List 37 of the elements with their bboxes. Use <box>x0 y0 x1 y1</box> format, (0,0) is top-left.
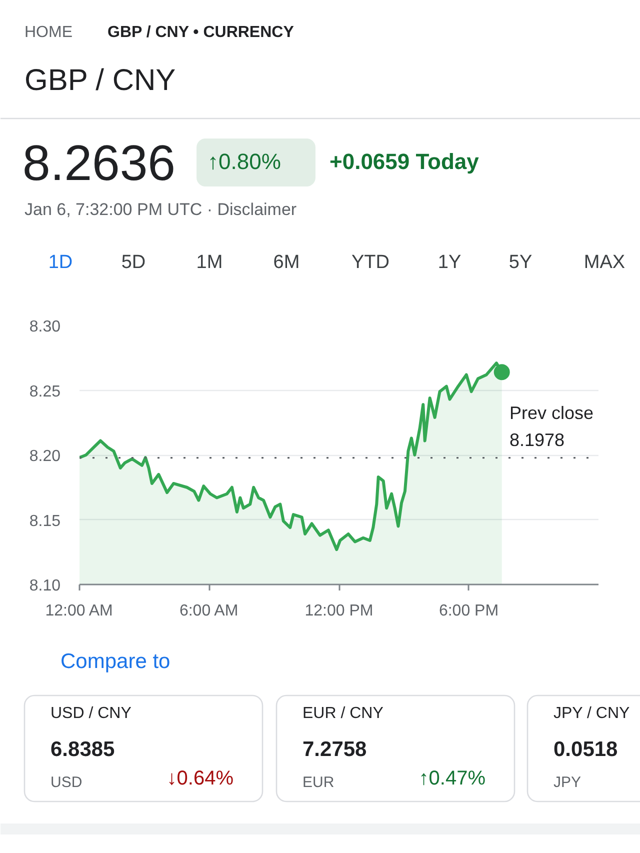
category-label: EUR / CNY <box>302 705 384 722</box>
y-tick-label: 8.10 <box>29 578 61 594</box>
y-tick-label: 8.25 <box>29 383 61 400</box>
text: 1Y <box>438 252 462 273</box>
y-tick-label: 8.20 <box>29 448 61 465</box>
text: MAX <box>584 252 626 273</box>
category-label: USD / CNY <box>50 705 132 722</box>
x-tick-label: 12:00 PM <box>304 602 374 620</box>
text: EUR <box>302 774 334 791</box>
text: GBP / CNY • CURRENCY <box>108 24 294 41</box>
text: 7.2758 <box>302 738 368 761</box>
x-tick-label: 6:00 AM <box>179 602 238 620</box>
text: JPY <box>554 774 582 791</box>
text: 8.2636 <box>22 135 176 191</box>
x-tick-label: 6:00 PM <box>438 602 499 620</box>
text: ↑0.47% <box>418 768 486 790</box>
y-tick-label: 8.15 <box>29 512 61 530</box>
text: +0.0659 Today <box>330 149 480 174</box>
text: Jan 6, 7:32:00 PM UTC · Disclaimer <box>24 200 297 219</box>
text: 5Y <box>508 252 532 273</box>
text: Compare to <box>60 650 170 673</box>
ref-line-label: Prev close 8.1978 <box>510 402 594 450</box>
text: USD <box>50 774 82 791</box>
x-tick-label: 12:00 AM <box>45 602 113 620</box>
text: 1D <box>48 252 73 273</box>
category-label: JPY / CNY <box>554 705 630 722</box>
text: 1M <box>196 252 223 273</box>
text: YTD <box>352 252 390 273</box>
text: HOME <box>24 24 72 41</box>
text: 6.8385 <box>50 738 116 761</box>
text: ↑0.80% <box>208 149 281 174</box>
y-tick-label: 8.30 <box>29 318 61 336</box>
text: 6M <box>273 252 300 273</box>
text: ↓0.64% <box>166 768 234 790</box>
text: 5D <box>121 252 146 273</box>
text: GBP / CNY <box>24 64 176 97</box>
text: 0.0518 <box>554 738 618 761</box>
